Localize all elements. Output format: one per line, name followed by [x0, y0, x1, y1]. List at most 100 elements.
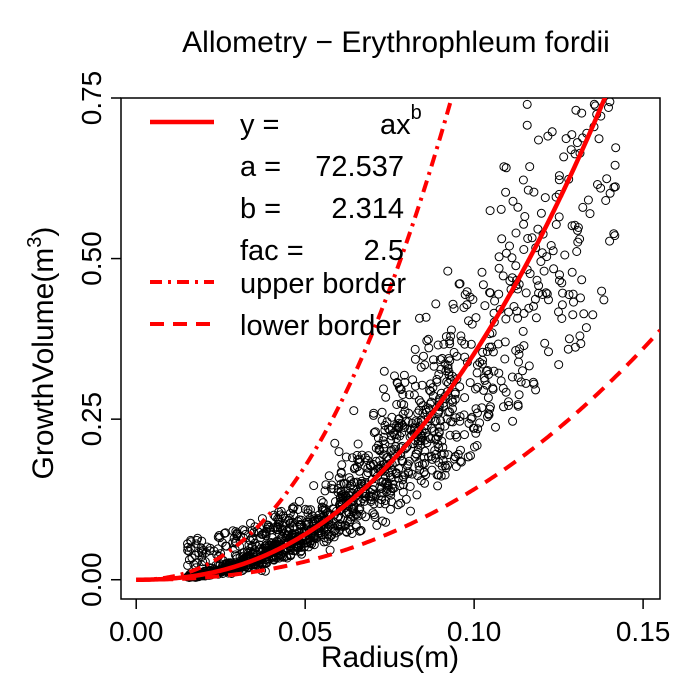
legend-a-label: a = [240, 151, 281, 183]
scatter-point [261, 526, 271, 536]
scatter-point [527, 233, 537, 243]
scatter-point [398, 475, 408, 485]
scatter-point [498, 271, 508, 281]
scatter-point [473, 408, 482, 418]
scatter-point [536, 208, 546, 218]
scatter-point [460, 393, 470, 403]
scatter-point [306, 536, 316, 546]
scatter-point [463, 452, 473, 462]
scatter-point [448, 404, 457, 414]
scatter-point [523, 234, 533, 243]
scatter-point [416, 398, 426, 408]
scatter-point [415, 465, 425, 475]
scatter-point [410, 344, 420, 354]
scatter-point [282, 526, 291, 536]
scatter-point [431, 449, 441, 459]
scatter-point [327, 480, 337, 490]
x-tick-label: 0.00 [109, 616, 164, 647]
scatter-point [609, 59, 617, 67]
scatter-point [534, 281, 544, 291]
scatter-point [232, 531, 242, 541]
scatter-point [429, 426, 439, 436]
scatter-point [520, 212, 530, 221]
x-axis: 0.00 0.05 0.10 0.15 [109, 599, 670, 647]
scatter-point [466, 414, 476, 424]
scatter-point [513, 373, 523, 382]
scatter-point [544, 347, 553, 357]
scatter-point [551, 220, 561, 229]
scatter-point [504, 401, 514, 410]
scatter-point [363, 451, 373, 461]
scatter-point [593, 180, 602, 189]
scatter-point [336, 497, 346, 507]
scatter-point [200, 557, 210, 566]
scatter-point [464, 316, 473, 326]
scatter-point [411, 449, 421, 459]
legend-b-label: b = [240, 193, 281, 225]
scatter-point [519, 308, 529, 318]
scatter-point [568, 289, 578, 299]
scatter-point [230, 550, 240, 560]
scatter-point [479, 82, 487, 90]
scatter-point [567, 221, 577, 231]
scatter-point [551, 13, 559, 21]
scatter-point [522, 120, 532, 130]
scatter-point [205, 543, 215, 553]
scatter-point [362, 470, 371, 480]
legend-a-value: 72.537 [315, 151, 404, 183]
x-tick-label: 0.15 [616, 616, 671, 647]
scatter-point [472, 441, 482, 450]
scatter-point [553, 72, 561, 80]
scatter-point [558, 288, 568, 298]
scatter-point [501, 314, 511, 324]
scatter-point [378, 436, 388, 446]
scatter-point [542, 252, 552, 262]
scatter-point [612, 26, 620, 34]
y-axis-label-close: ) [27, 227, 60, 237]
scatter-point [382, 461, 392, 471]
svg-text:GrowthVolume(m3): GrowthVolume(m3) [24, 227, 60, 480]
scatter-point [589, 99, 599, 109]
scatter-point [500, 354, 510, 364]
scatter-point [518, 326, 528, 336]
scatter-point [450, 394, 460, 404]
scatter-point [370, 512, 380, 522]
scatter-point [578, 202, 588, 212]
scatter-point [410, 354, 420, 364]
scatter-point [419, 351, 428, 361]
scatter-point [400, 377, 410, 387]
scatter-point [342, 508, 351, 518]
scatter-point [505, 241, 514, 251]
scatter-point [501, 163, 511, 173]
scatter-point [274, 529, 284, 539]
scatter-point [426, 451, 436, 461]
scatter-point [432, 377, 442, 387]
scatter-point [330, 438, 340, 448]
scatter-point [460, 290, 470, 300]
scatter-point [564, 290, 574, 300]
scatter-point [585, 209, 595, 219]
scatter-point [554, 175, 564, 185]
scatter-point [567, 267, 577, 277]
scatter-point [540, 193, 550, 203]
scatter-point [466, 451, 475, 461]
scatter-point [391, 469, 401, 479]
scatter-point [572, 247, 582, 256]
scatter-point [441, 332, 451, 342]
scatter-point [399, 400, 409, 410]
scatter-point [308, 532, 318, 542]
scatter-point [270, 512, 280, 522]
scatter-point [479, 373, 489, 383]
scatter-point [597, 286, 607, 296]
scatter-point [324, 471, 334, 481]
scatter-point [521, 288, 531, 298]
scatter-point [334, 447, 344, 457]
scatter-point [583, 195, 593, 205]
scatter-point [422, 438, 432, 448]
scatter-point [405, 424, 415, 434]
scatter-point [610, 182, 620, 192]
legend-fit-formula-base: ax [380, 109, 411, 141]
scatter-point [352, 450, 362, 460]
scatter-point [198, 557, 208, 567]
